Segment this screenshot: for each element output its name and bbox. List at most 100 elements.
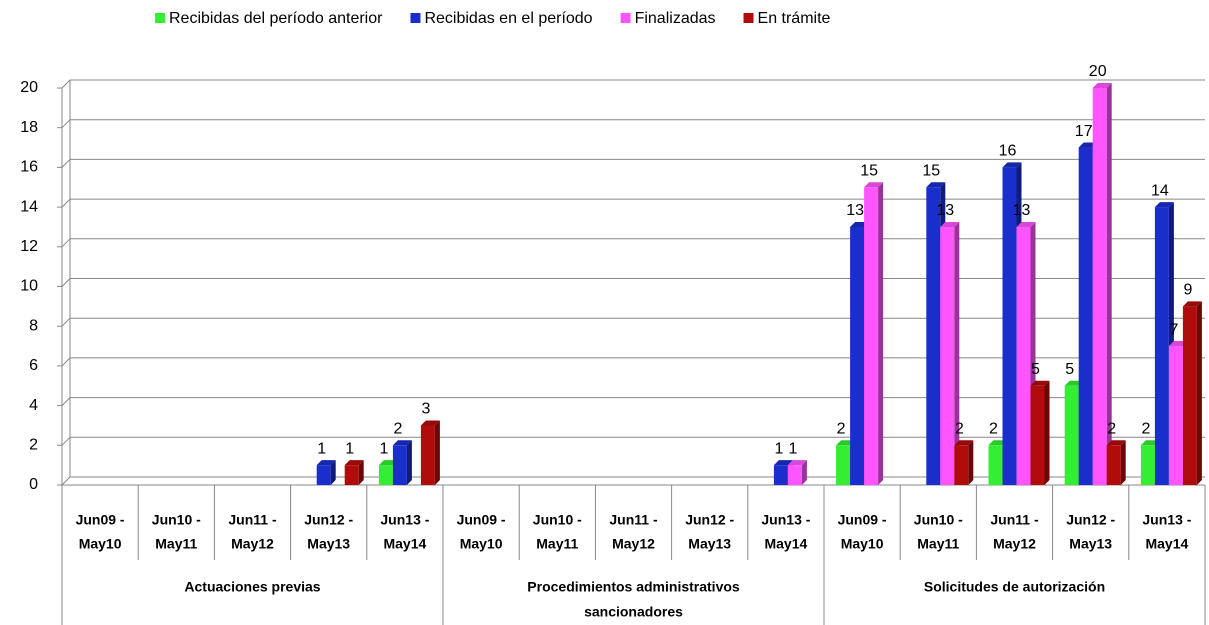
x-tick-label: Jun09 - — [838, 512, 887, 528]
y-tick-label: 20 — [20, 79, 38, 96]
y-tick-label: 14 — [20, 198, 38, 215]
value-label: 1 — [345, 440, 354, 457]
bar-group — [344, 460, 364, 485]
y-tick-label: 0 — [29, 476, 38, 493]
bar — [926, 187, 941, 485]
x-tick-label: May11 — [155, 536, 197, 552]
x-tick-label: May13 — [688, 536, 731, 552]
value-label: 7 — [1169, 321, 1178, 338]
legend-label: En trámite — [758, 10, 831, 27]
bar-top — [316, 460, 336, 466]
value-label: 2 — [837, 421, 846, 438]
value-label: 13 — [936, 202, 954, 219]
x-tick-label: May14 — [764, 536, 807, 552]
bar — [1064, 385, 1079, 485]
y-tick-label: 4 — [29, 397, 38, 414]
bar — [1002, 167, 1017, 485]
grid-line-side — [61, 278, 71, 287]
grid-line-side — [61, 317, 71, 327]
x-tick-label: Jun11 - — [228, 512, 277, 528]
value-label: 5 — [1031, 361, 1040, 378]
grid-line-side — [61, 238, 71, 248]
x-tick-label: May12 — [612, 536, 655, 552]
bar-side — [406, 440, 412, 485]
x-tick-label: May14 — [1145, 536, 1188, 552]
bar-top — [864, 182, 884, 188]
legend-swatch — [155, 13, 165, 23]
value-label: 2 — [393, 421, 402, 438]
value-label: 13 — [846, 202, 864, 219]
x-tick-label: May13 — [307, 536, 350, 552]
bar — [850, 226, 865, 485]
bar-group — [864, 182, 884, 485]
bar-top — [344, 460, 364, 466]
bar — [420, 425, 435, 485]
legend-label: Recibidas del período anterior — [169, 10, 383, 27]
bar-group — [316, 460, 336, 485]
y-tick-label: 6 — [29, 357, 38, 374]
value-label: 1 — [317, 440, 326, 457]
bar — [1154, 207, 1169, 485]
bar-top — [420, 420, 440, 426]
bar-top — [1092, 83, 1112, 88]
legend-label: Finalizadas — [635, 10, 716, 27]
y-tick-label: 18 — [20, 119, 38, 136]
y-tick-label: 16 — [20, 159, 38, 176]
bar-top — [1154, 202, 1174, 208]
bar-side — [954, 221, 960, 485]
bar-group — [1030, 380, 1050, 485]
legend-swatch — [410, 13, 421, 23]
bar — [954, 445, 969, 485]
x-tick-label: May10 — [79, 536, 122, 552]
bar-side — [330, 460, 336, 485]
x-tick-label: Jun10 - — [152, 512, 201, 528]
bar — [1030, 385, 1045, 485]
x-tick-label: May11 — [917, 536, 959, 552]
group-label: Solicitudes de autorización — [924, 579, 1105, 595]
bar — [1092, 88, 1107, 485]
bar-top — [392, 440, 412, 446]
bar — [1140, 445, 1155, 485]
grid-line-side — [61, 397, 71, 406]
value-label: 2 — [989, 421, 998, 438]
value-label: 16 — [999, 143, 1017, 160]
value-label: 17 — [1075, 123, 1093, 140]
bar — [864, 187, 879, 485]
bar-top — [773, 460, 793, 466]
legend-swatch — [743, 13, 754, 23]
bar-group — [940, 221, 960, 485]
x-tick-label: Jun11 - — [990, 512, 1039, 528]
legend-label: Recibidas en el período — [424, 10, 592, 27]
x-tick-label: Jun10 - — [914, 512, 963, 528]
bar-side — [968, 440, 974, 485]
bar — [787, 465, 802, 485]
grid-line-side — [61, 119, 71, 129]
x-tick-label: May14 — [383, 536, 426, 552]
y-tick-label: 10 — [20, 278, 38, 295]
value-label: 5 — [1065, 361, 1074, 378]
bar — [988, 445, 1003, 485]
group-label: sancionadores — [584, 604, 683, 620]
y-tick-label: 8 — [29, 317, 38, 334]
value-label: 14 — [1151, 182, 1169, 199]
bar-top — [926, 182, 946, 188]
x-tick-label: Jun12 - — [1066, 512, 1115, 528]
bar-top — [1016, 221, 1036, 227]
bar — [836, 445, 851, 485]
bar-side — [1196, 301, 1202, 485]
value-label: 9 — [1183, 282, 1192, 299]
x-tick-label: May10 — [841, 536, 884, 552]
bar — [344, 465, 359, 485]
bar-group — [1106, 440, 1126, 485]
bar-top — [1182, 301, 1202, 307]
value-label: 2 — [955, 421, 964, 438]
bar-top — [1030, 380, 1050, 386]
bar-group — [1182, 301, 1202, 485]
bar-group — [954, 440, 974, 485]
grid-line-side — [61, 159, 71, 168]
group-label: Actuaciones previas — [184, 579, 320, 595]
value-label: 15 — [922, 162, 940, 179]
bar — [1182, 306, 1197, 485]
value-label: 2 — [1107, 421, 1116, 438]
bar — [1078, 147, 1093, 486]
